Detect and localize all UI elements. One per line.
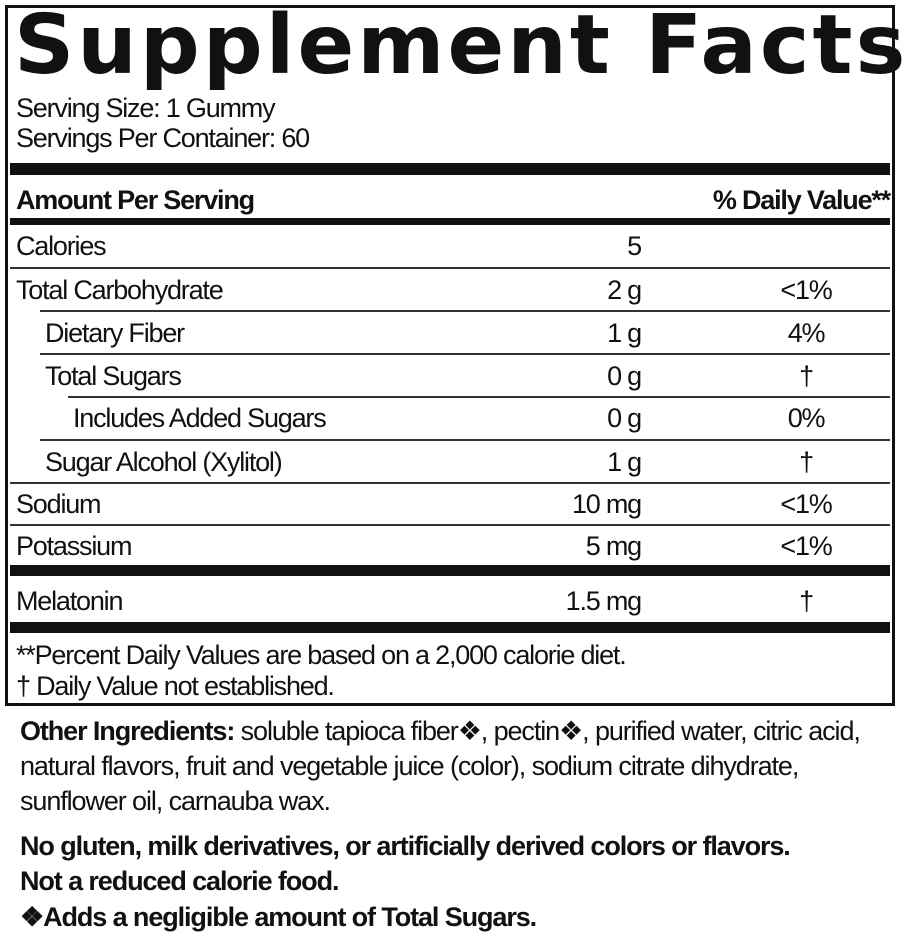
row-name: Includes Added Sugars xyxy=(73,403,327,433)
amount-per-serving-header: Amount Per Serving xyxy=(16,185,255,215)
row-name: Total Sugars xyxy=(45,361,182,391)
row-amount: 5 xyxy=(627,231,642,261)
row-name: Melatonin xyxy=(16,586,123,616)
row-divider xyxy=(10,482,890,484)
row-name: Potassium xyxy=(16,531,132,561)
row-name: Sodium xyxy=(16,489,102,519)
other-ingredients-text: soluble tapioca fiber❖, pectin❖, purifie… xyxy=(234,716,861,746)
other-ingredients-line: natural flavors, fruit and vegetable jui… xyxy=(20,751,799,781)
row-amount: 10 mg xyxy=(571,489,642,519)
row-dv: <1% xyxy=(780,531,832,561)
footnote-daily-values: **Percent Daily Values are based on a 2,… xyxy=(16,640,627,670)
row-dv: † xyxy=(799,361,814,391)
row-dv: 0% xyxy=(787,403,826,433)
row-name: Total Carbohydrate xyxy=(16,275,224,305)
row-divider xyxy=(10,524,890,526)
sugar-footnote: ❖Adds a negligible amount of Total Sugar… xyxy=(20,902,537,932)
serving-size: Serving Size: 1 Gummy xyxy=(16,93,276,123)
row-divider xyxy=(40,353,890,355)
divider-thick xyxy=(10,163,890,175)
supplement-facts-panel xyxy=(5,5,895,706)
row-amount: 1.5 mg xyxy=(565,586,643,616)
row-name: Sugar Alcohol (Xylitol) xyxy=(45,447,283,477)
other-ingredients-label: Other Ingredients: xyxy=(20,716,235,746)
other-ingredients-line: Other Ingredients: soluble tapioca fiber… xyxy=(20,714,861,749)
row-dv: <1% xyxy=(780,489,832,519)
allergen-statement: No gluten, milk derivatives, or artifici… xyxy=(20,831,791,861)
row-name: Dietary Fiber xyxy=(45,318,185,348)
row-divider xyxy=(68,396,890,398)
calorie-statement: Not a reduced calorie food. xyxy=(20,866,339,896)
row-name: Calories xyxy=(16,231,107,261)
row-dv: † xyxy=(799,447,814,477)
row-divider xyxy=(40,310,890,312)
daily-value-header: % Daily Value** xyxy=(712,185,891,215)
divider-thick xyxy=(10,565,890,576)
row-divider xyxy=(10,267,890,269)
divider-medium xyxy=(10,218,890,225)
row-dv: † xyxy=(799,586,814,616)
footnote-dagger: † Daily Value not established. xyxy=(16,671,335,701)
row-dv: 4% xyxy=(787,318,826,348)
other-ingredients-line: sunflower oil, carnauba wax. xyxy=(20,786,331,816)
row-amount: 2 g xyxy=(607,275,642,305)
row-amount: 1 g xyxy=(607,318,642,348)
row-amount: 0 g xyxy=(607,403,642,433)
row-amount: 1 g xyxy=(607,447,642,477)
servings-per-container: Servings Per Container: 60 xyxy=(16,123,310,153)
row-amount: 5 mg xyxy=(585,531,642,561)
divider-thick xyxy=(10,622,890,633)
row-divider xyxy=(40,439,890,441)
panel-title: Supplement Facts xyxy=(14,0,906,93)
row-amount: 0 g xyxy=(607,361,642,391)
row-dv: <1% xyxy=(780,275,832,305)
